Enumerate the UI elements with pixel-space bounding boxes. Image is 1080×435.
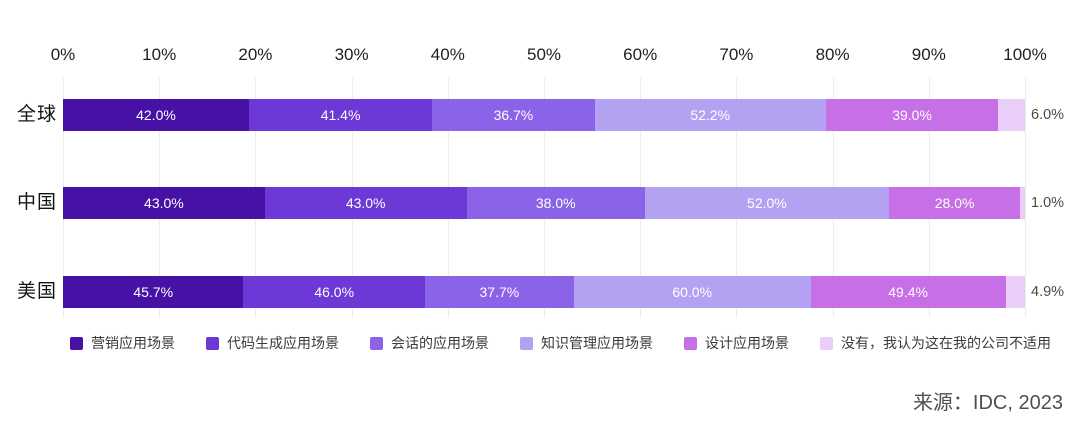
bar-segment: 46.0% (243, 276, 425, 308)
bar-segment: 41.4% (248, 99, 433, 131)
bar-segment: 60.0% (573, 276, 811, 308)
bar-row-美国: 美国 45.7% 46.0% 37.7% 60.0% 49.4% 4.9% (0, 276, 1080, 308)
x-axis-tick: 60% (623, 45, 658, 64)
bar-segment: 52.0% (644, 187, 889, 219)
bar-row-全球: 全球 42.0% 41.4% 36.7% 52.2% 39.0% 6.0% (0, 99, 1080, 131)
source-caption: 来源：IDC, 2023 (912, 392, 1063, 414)
legend-swatch-icon (70, 336, 83, 350)
x-axis-tick: 80% (815, 45, 850, 64)
legend-swatch-icon (684, 336, 697, 350)
x-axis-tick: 40% (430, 45, 465, 64)
x-axis-tick: 10% (142, 45, 177, 64)
stacked-bar: 42.0% 41.4% 36.7% 52.2% 39.0% (63, 99, 1025, 131)
bar-segment: 42.0% (63, 99, 249, 131)
bar-segment: 45.7% (63, 276, 244, 308)
legend-label: 代码生成应用场景 (227, 335, 339, 351)
bar-segment (1005, 276, 1025, 308)
bar-segment (1020, 187, 1025, 219)
legend-swatch-icon (820, 336, 833, 350)
x-axis-tick: 20% (238, 45, 273, 64)
x-axis-tick: 90% (911, 45, 946, 64)
legend-swatch-icon (206, 336, 219, 350)
bar-row-中国: 中国 43.0% 43.0% 38.0% 52.0% 28.0% 1.0% (0, 187, 1080, 219)
legend-label: 会话的应用场景 (391, 335, 489, 351)
bar-segment: 38.0% (466, 187, 645, 219)
bar-segment: 52.2% (594, 99, 826, 131)
bar-segment: 43.0% (63, 187, 265, 219)
legend-label: 设计应用场景 (705, 335, 789, 351)
bar-segment: 37.7% (424, 276, 574, 308)
bar-segment: 49.4% (810, 276, 1006, 308)
legend-item: 会话的应用场景 (370, 333, 489, 353)
legend-item: 代码生成应用场景 (206, 333, 339, 353)
x-axis-tick: 100% (1003, 45, 1047, 64)
gridline (1025, 78, 1026, 318)
bar-segment: 28.0% (888, 187, 1021, 219)
stacked-bar: 43.0% 43.0% 38.0% 52.0% 28.0% (63, 187, 1025, 219)
bar-segment: 36.7% (432, 99, 595, 131)
legend-label: 营销应用场景 (91, 335, 175, 351)
legend-item: 设计应用场景 (684, 333, 789, 353)
x-axis-tick: 30% (334, 45, 369, 64)
legend-swatch-icon (520, 336, 533, 350)
outside-value-label: 4.9% (1031, 284, 1065, 300)
x-axis-tick: 50% (526, 45, 562, 64)
row-label: 中国 (16, 192, 57, 213)
x-axis-tick: 0% (50, 45, 76, 64)
legend: 营销应用场景 代码生成应用场景 会话的应用场景 知识管理应用场景 设计应用场景 没有，我认… (70, 333, 1051, 353)
legend-item: 没有，我认为这在我的公司不适用 (820, 333, 1051, 353)
row-label: 美国 (16, 281, 57, 302)
bar-segment: 39.0% (825, 99, 999, 131)
outside-value-label: 1.0% (1031, 195, 1065, 211)
legend-label: 知识管理应用场景 (541, 335, 653, 351)
legend-item: 营销应用场景 (70, 333, 175, 353)
outside-value-label: 6.0% (1031, 107, 1065, 123)
x-axis-tick: 70% (719, 45, 754, 64)
legend-label: 没有，我认为这在我的公司不适用 (841, 335, 1051, 351)
row-label: 全球 (16, 104, 57, 125)
legend-swatch-icon (370, 336, 383, 350)
bar-segment (998, 99, 1025, 131)
bar-segment: 43.0% (264, 187, 467, 219)
legend-item: 知识管理应用场景 (520, 333, 653, 353)
stacked-bar: 45.7% 46.0% 37.7% 60.0% 49.4% (63, 276, 1025, 308)
